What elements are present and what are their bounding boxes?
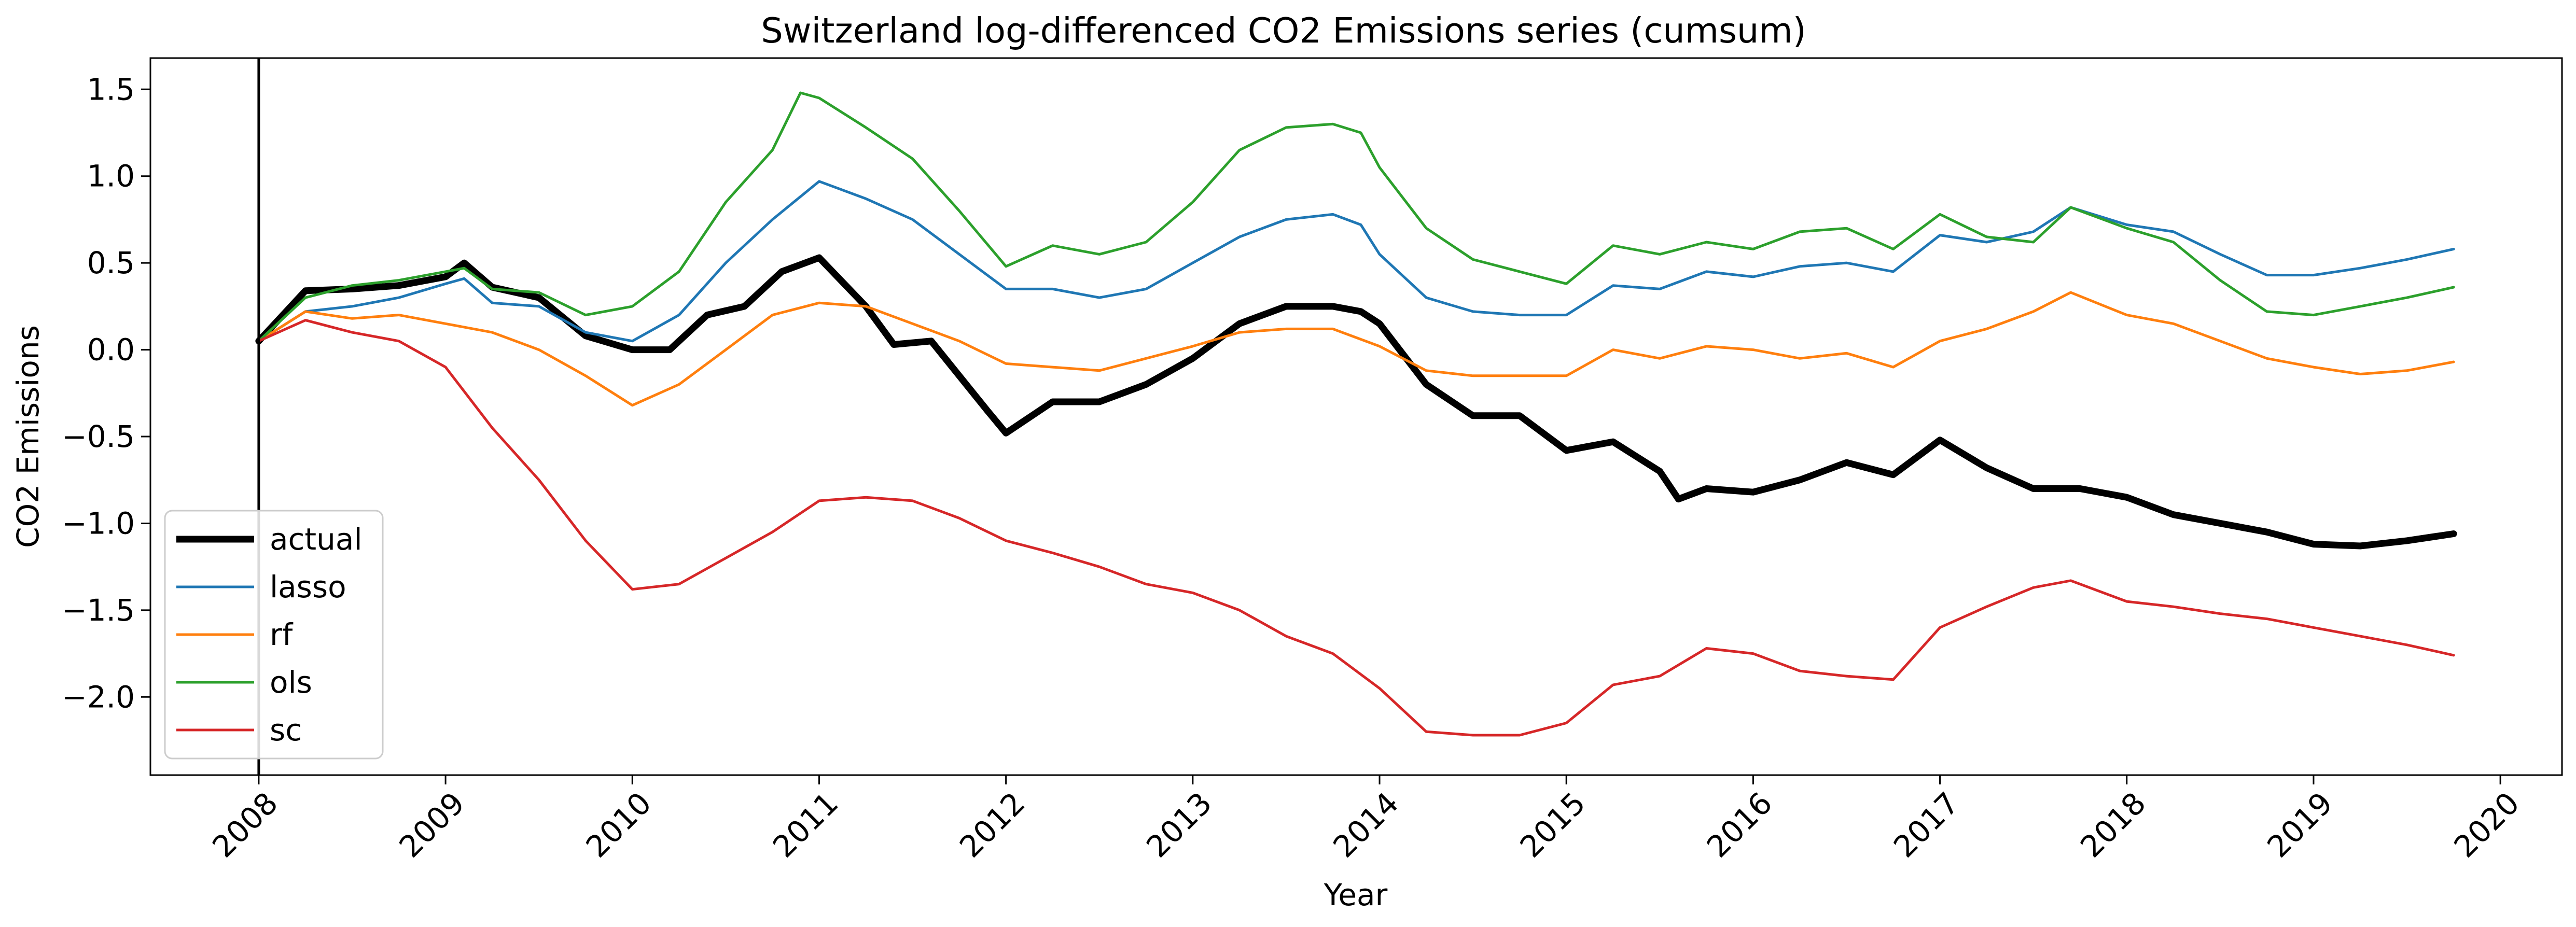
x-tick-label: 2017 (1887, 785, 1966, 864)
legend-items: actual lasso rf ols sc (176, 522, 363, 748)
y-tick-label: −2.0 (62, 679, 135, 714)
series-line-actual (255, 254, 2457, 550)
legend-label-ols: ols (270, 665, 312, 700)
x-tick-label: 2020 (2447, 785, 2526, 864)
x-tick-label: 2016 (1700, 785, 1779, 864)
x-tick-label: 2019 (2260, 785, 2339, 864)
x-tick-label: 2013 (1139, 785, 1218, 864)
chart-title: Switzerland log-differenced CO2 Emission… (761, 10, 1806, 51)
x-tick-label: 2011 (766, 785, 845, 864)
x-tick-label: 2018 (2073, 785, 2152, 864)
y-axis: −2.0 −1.5 −1.0 −0.5 0.0 0.5 1.0 1.5 (62, 72, 150, 714)
y-tick-label: −0.5 (62, 419, 135, 454)
series-line-ols (257, 91, 2455, 343)
x-tick-label: 2008 (205, 785, 284, 864)
y-tick-label: −1.5 (62, 593, 135, 628)
x-tick-label: 2015 (1513, 785, 1592, 864)
y-tick-label: 0.0 (87, 332, 135, 368)
x-tick-label: 2014 (1326, 785, 1405, 864)
legend-label-actual: actual (270, 522, 363, 557)
plot-area (149, 57, 2563, 776)
x-axis: 2008 2009 2010 2011 2012 2013 2014 2015 2016 2017… (205, 775, 2526, 864)
x-axis-label: Year (1324, 877, 1388, 912)
series-line-rf (257, 291, 2455, 407)
legend-label-lasso: lasso (270, 569, 346, 605)
legend-box (164, 510, 384, 760)
series-line-sc (257, 319, 2455, 737)
legend-label-sc: sc (270, 712, 302, 748)
legend-label-rf: rf (270, 617, 294, 652)
axes-frame (149, 57, 2563, 776)
y-tick-label: 1.5 (87, 72, 135, 107)
series-layer (255, 91, 2457, 737)
x-tick-label: 2012 (953, 785, 1032, 864)
y-tick-label: −1.0 (62, 505, 135, 541)
series-line-lasso (257, 180, 2455, 343)
x-tick-label: 2010 (579, 785, 658, 864)
legend: actual lasso rf ols sc (164, 510, 384, 760)
y-tick-label: 0.5 (87, 245, 135, 280)
x-tick-label: 2009 (393, 785, 471, 864)
y-tick-label: 1.0 (87, 159, 135, 194)
y-axis-label: CO2 Emissions (10, 325, 46, 548)
